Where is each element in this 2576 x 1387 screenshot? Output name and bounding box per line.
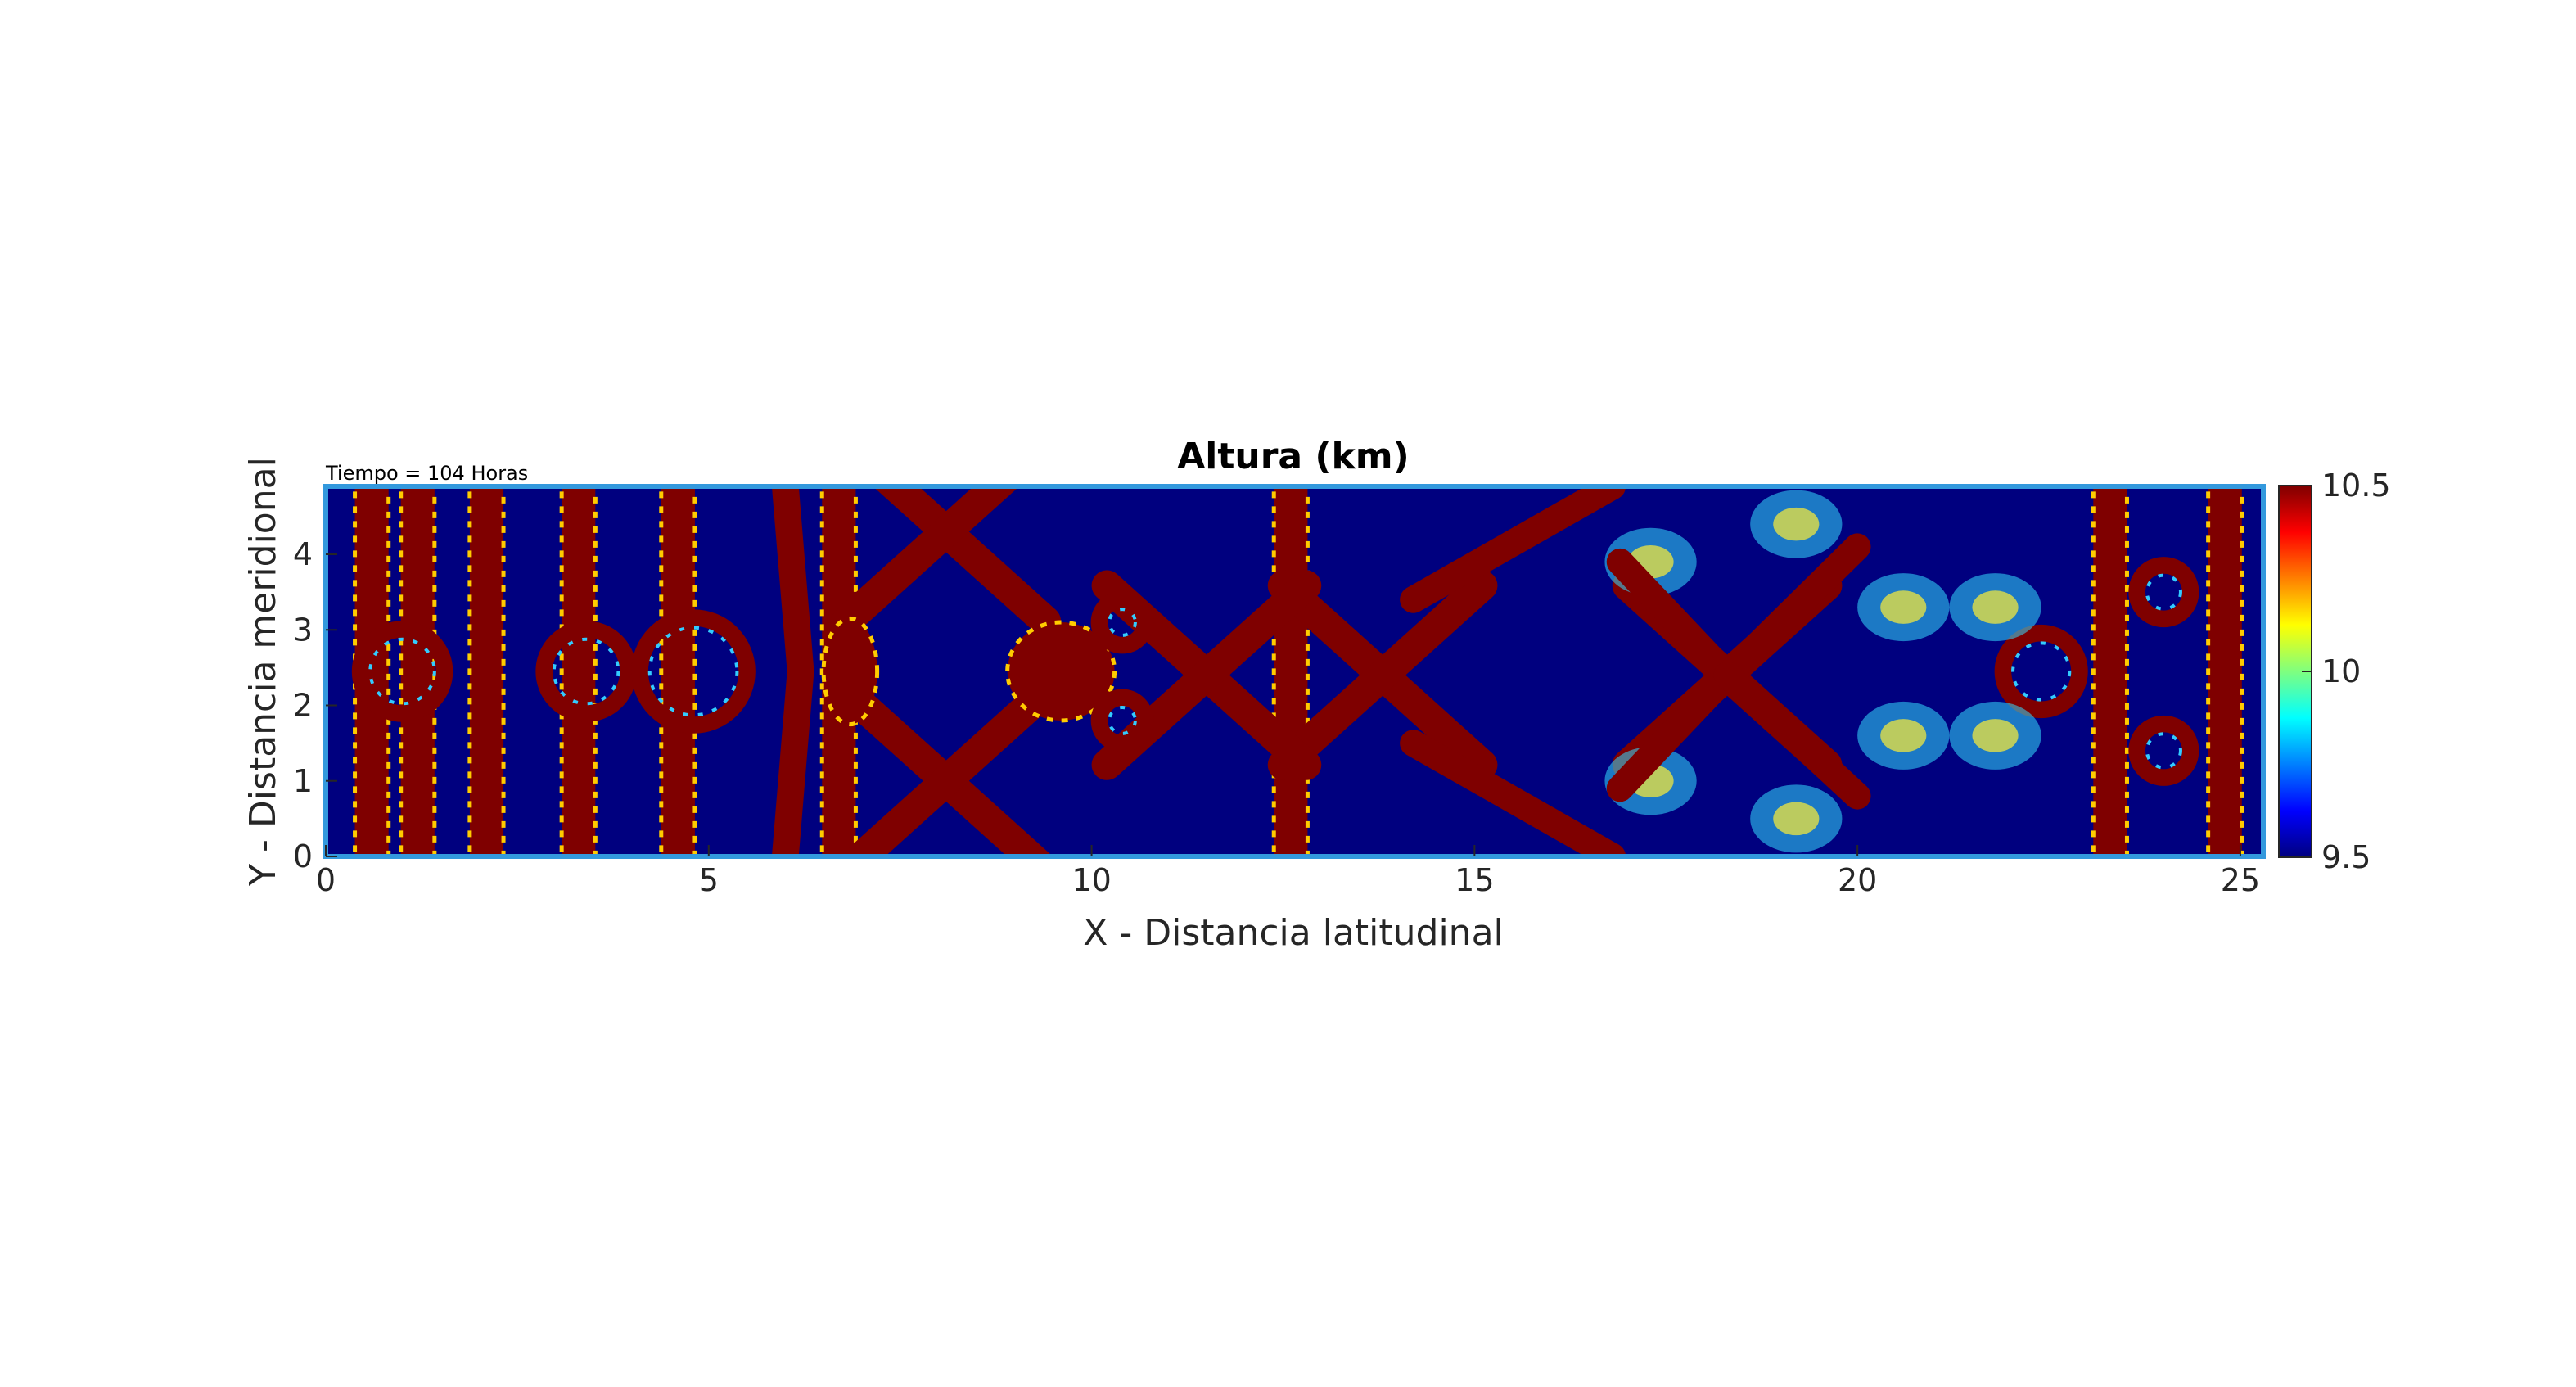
ring-edge-mark	[647, 626, 739, 717]
band-mark	[467, 486, 506, 856]
arm-mark	[1400, 486, 1626, 613]
band-mark	[1271, 486, 1310, 856]
ring-edge-mark	[552, 637, 620, 706]
x-tick-label: 15	[1455, 862, 1494, 898]
arm-mark	[1400, 730, 1626, 856]
band-mark	[559, 486, 598, 856]
halo-core-mark	[1972, 590, 2019, 624]
ring-mark	[2128, 715, 2199, 786]
ring-mark	[535, 621, 637, 722]
y-tick-label: 1	[293, 763, 313, 799]
ring-mark	[1994, 624, 2088, 719]
band-mark	[399, 486, 437, 856]
colorbar-tick-label: 9.5	[2321, 839, 2371, 875]
time-annotation: Tiempo = 104 Horas	[325, 462, 528, 485]
colorbar: 9.5 10 10.5	[2278, 468, 2391, 875]
ring-edge-mark	[1108, 706, 1137, 735]
band-mark	[2206, 486, 2244, 856]
x-tick-label: 0	[316, 862, 336, 898]
ring-mark	[2128, 557, 2199, 628]
ring-edge-mark	[2145, 573, 2182, 611]
crossing-mark	[839, 675, 1062, 856]
x-tick-label: 20	[1838, 862, 1877, 898]
arm-mark	[1713, 662, 1871, 810]
heatmap-area	[326, 486, 2263, 856]
x-axis: 0 5 10 15 20 25	[316, 845, 2260, 898]
halo-core-mark	[1880, 590, 1927, 624]
halo-core-mark	[1880, 719, 1927, 752]
arm-mark	[771, 486, 814, 685]
plot-frame	[323, 484, 2266, 859]
blob-mark	[821, 616, 880, 727]
y-axis-label: Y - Distancia meridional	[242, 457, 284, 887]
arm-mark	[1606, 548, 1741, 689]
ring-mark	[1090, 689, 1154, 752]
arm-mark	[771, 657, 814, 856]
ring-mark	[351, 621, 453, 722]
ring-edge-mark	[1108, 608, 1137, 637]
y-tick-label: 3	[293, 612, 313, 648]
crossing-mark	[1267, 570, 1498, 780]
x-tick-label: 10	[1071, 862, 1111, 898]
ring-mark	[1090, 590, 1154, 654]
y-tick-label: 0	[293, 838, 313, 874]
arm-mark	[1606, 662, 1741, 802]
colorbar-tick-label: 10.5	[2321, 468, 2391, 504]
ring-edge-mark	[2145, 732, 2182, 770]
halo-core-mark	[1773, 802, 1820, 836]
colorbar-ticks: 9.5 10 10.5	[2302, 468, 2391, 875]
y-tick-label: 2	[293, 688, 313, 724]
halo-core-mark	[1972, 719, 2019, 752]
x-tick-label: 5	[699, 862, 719, 898]
y-axis: 0 1 2 3 4	[293, 536, 337, 874]
arm-mark	[1713, 533, 1871, 689]
band-mark	[659, 486, 697, 856]
ring-edge-mark	[2011, 641, 2072, 702]
colorbar-tick-label: 10	[2321, 653, 2361, 689]
chart-title: Altura (km)	[1177, 436, 1410, 477]
x-axis-label: X - Distancia latitudinal	[1083, 912, 1504, 954]
band-mark	[2091, 486, 2129, 856]
ring-mark	[631, 609, 756, 734]
halo-core-mark	[1773, 507, 1820, 541]
crossing-mark	[831, 486, 1020, 637]
colorbar-gradient	[2278, 485, 2312, 858]
y-tick-label: 4	[293, 536, 313, 572]
heat-layer	[351, 486, 2244, 856]
blob-mark	[1005, 620, 1117, 723]
x-tick-label: 25	[2221, 862, 2260, 898]
ring-edge-mark	[368, 637, 436, 706]
